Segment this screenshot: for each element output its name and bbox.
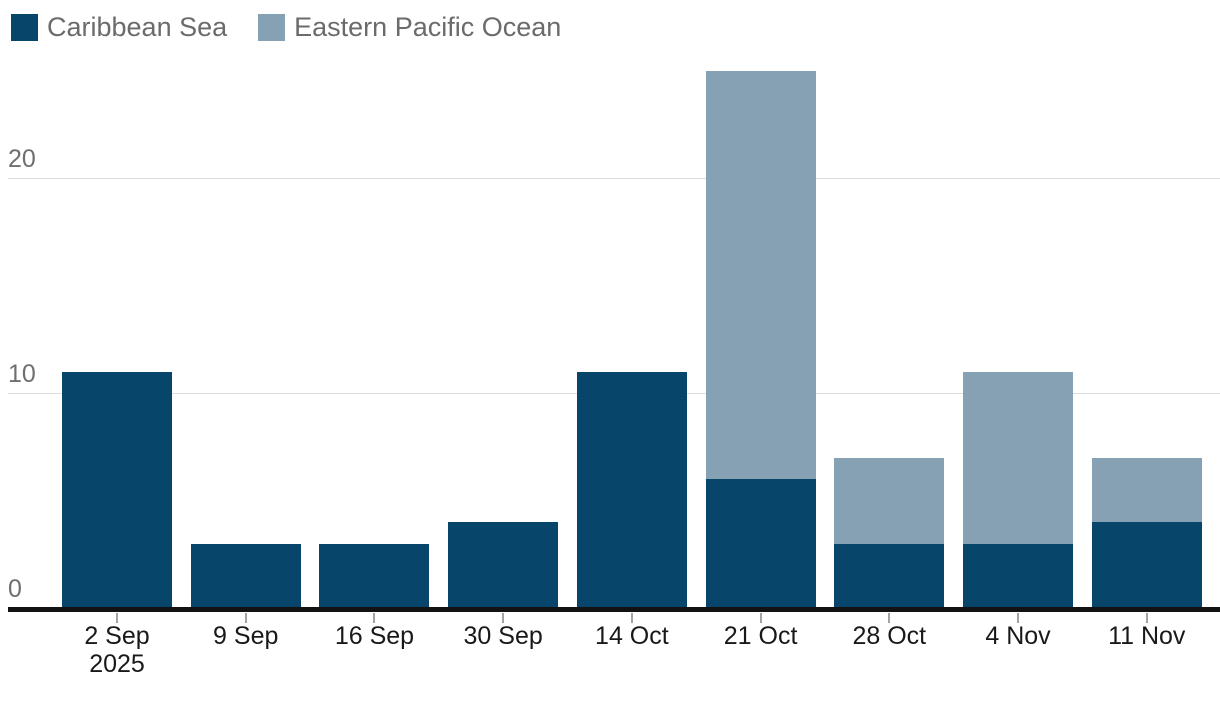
bar-segment	[963, 543, 1074, 608]
x-axis-tick-label: 28 Oct	[852, 622, 927, 650]
x-axis-tick-label: 21 Oct	[723, 622, 798, 650]
x-axis-tick-mark	[1145, 613, 1148, 623]
eastern-pacific-ocean-swatch-icon	[258, 14, 286, 41]
x-axis-tick-mark	[630, 613, 633, 623]
bar-segment	[963, 371, 1074, 544]
chart-legend: Caribbean Sea Eastern Pacific Ocean	[11, 14, 561, 41]
x-axis-tick-mark	[759, 613, 762, 623]
bar-segment	[834, 543, 945, 608]
legend-item-caribbean-sea: Caribbean Sea	[11, 14, 227, 41]
x-axis-tick-mark	[888, 613, 891, 623]
bar-segment	[62, 371, 172, 608]
bar-segment	[705, 479, 816, 608]
x-axis-tick-label: 14 Oct	[595, 622, 669, 650]
x-axis-tick-label: 2 Sep 2025	[84, 622, 150, 678]
x-axis-tick-mark	[373, 613, 376, 623]
x-axis-tick-label: 4 Nov	[985, 622, 1051, 650]
x-axis-tick-mark	[502, 613, 505, 623]
y-axis-tick-label: 0	[8, 575, 22, 603]
legend-label-caribbean-sea: Caribbean Sea	[47, 12, 228, 42]
x-axis-tick-mark	[116, 613, 118, 623]
bar-segment	[705, 70, 816, 479]
x-axis-tick-label: 9 Sep	[213, 622, 279, 650]
x-axis-baseline	[8, 607, 1220, 612]
gridline-y-20	[8, 177, 1220, 179]
legend-item-eastern-pacific-ocean: Eastern Pacific Ocean	[258, 14, 561, 41]
x-axis-tick-mark	[1017, 613, 1020, 623]
bar-segment	[834, 457, 945, 544]
bar-segment	[576, 371, 687, 608]
x-axis-tick-label: 30 Sep	[463, 622, 543, 650]
bar-segment	[319, 543, 430, 608]
y-axis-tick-label: 20	[8, 145, 36, 173]
y-axis-tick-label: 10	[8, 360, 36, 388]
x-axis-tick-label: 16 Sep	[334, 622, 415, 650]
x-axis-tick-label: 11 Nov	[1108, 622, 1186, 650]
x-axis-tick-mark	[244, 613, 247, 623]
legend-label-eastern-pacific-ocean: Eastern Pacific Ocean	[294, 12, 562, 42]
bar-segment	[1091, 522, 1202, 608]
bar-segment	[1091, 457, 1202, 522]
bar-segment	[190, 543, 301, 608]
bar-segment	[448, 522, 559, 608]
caribbean-sea-swatch-icon	[11, 14, 38, 41]
